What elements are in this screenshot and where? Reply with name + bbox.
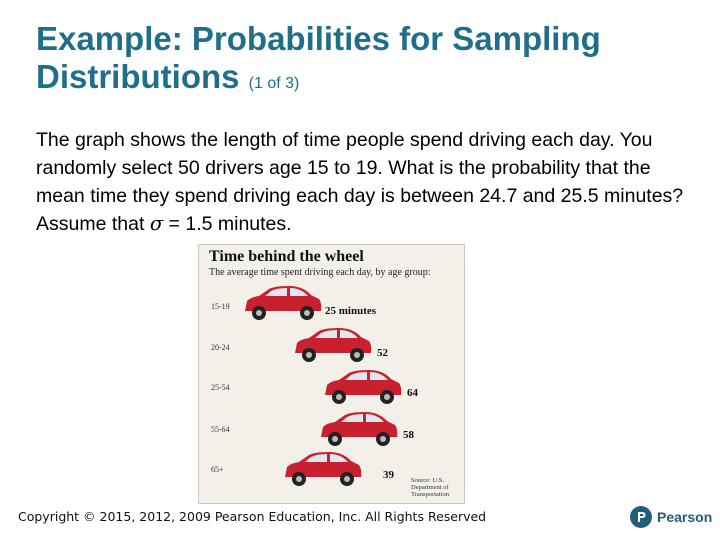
slide-title-sub: (1 of 3)	[248, 75, 300, 92]
figure-subtitle: The average time spent driving each day,…	[209, 267, 431, 278]
age-label-20-24: 20-24	[211, 343, 230, 352]
value-65plus: 39	[383, 469, 394, 481]
figure-title: Time behind the wheel	[209, 248, 364, 265]
value-25-54: 64	[407, 387, 418, 399]
age-label-65plus: 65+	[211, 465, 224, 474]
car-icon	[321, 412, 398, 446]
problem-statement: The graph shows the length of time peopl…	[36, 126, 696, 238]
pearson-wordmark: Pearson	[657, 509, 713, 525]
car-icon	[325, 370, 402, 404]
pearson-p-icon	[630, 506, 652, 528]
problem-text-end: = 1.5 minutes.	[168, 213, 292, 235]
copyright-notice: Copyright © 2015, 2012, 2009 Pearson Edu…	[18, 509, 487, 524]
car-icon	[245, 286, 322, 320]
slide-title-main: Example: Probabilities for Sampling Dist…	[36, 20, 601, 95]
value-15-19: 25 minutes	[325, 305, 377, 317]
age-label-25-54: 25-54	[211, 383, 230, 392]
car-icon	[285, 452, 362, 486]
driving-time-figure: Time behind the wheel The average time s…	[198, 244, 465, 504]
sigma-symbol: σ	[149, 212, 164, 235]
value-55-64: 58	[403, 429, 414, 441]
pearson-logo: Pearson	[630, 506, 712, 528]
value-20-24: 52	[377, 347, 388, 359]
car-icon	[295, 328, 372, 362]
age-label-15-19: 15-19	[211, 302, 230, 311]
problem-text: The graph shows the length of time peopl…	[36, 129, 684, 235]
figure-source: Source: U.S. Department of Transportatio…	[411, 477, 450, 498]
age-label-55-64: 55-64	[211, 425, 230, 434]
slide-title: Example: Probabilities for Sampling Dist…	[36, 20, 696, 103]
